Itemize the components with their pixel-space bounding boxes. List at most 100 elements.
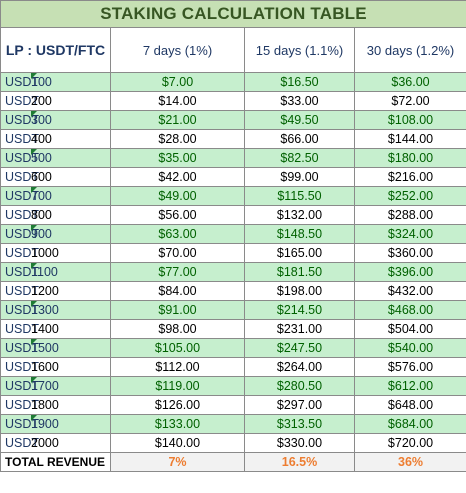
reward-15-days[interactable]: $198.00 xyxy=(244,281,355,301)
reward-7-days[interactable]: $84.00 xyxy=(110,281,245,301)
reward-7-days[interactable]: $21.00 xyxy=(110,110,245,130)
reward-30-days[interactable]: $252.00 xyxy=(353,186,466,206)
reward-7-days[interactable]: $98.00 xyxy=(110,319,245,339)
reward-15-days[interactable]: $214.50 xyxy=(244,300,355,320)
reward-30-days[interactable]: $432.00 xyxy=(353,281,466,301)
currency-label: USDT xyxy=(5,360,40,374)
reward-30-days[interactable]: $360.00 xyxy=(353,243,466,263)
reward-30-days[interactable]: $648.00 xyxy=(353,395,466,415)
number-as-text-indicator-icon xyxy=(31,111,37,117)
header-15-days[interactable]: 15 days (1.1%) xyxy=(244,27,355,73)
reward-7-days[interactable]: $77.00 xyxy=(110,262,245,282)
reward-15-days[interactable]: $165.00 xyxy=(244,243,355,263)
reward-15-days[interactable]: $66.00 xyxy=(244,129,355,149)
reward-15-days[interactable]: $33.00 xyxy=(244,91,355,111)
reward-7-days[interactable]: $49.00 xyxy=(110,186,245,206)
header-7-days[interactable]: 7 days (1%) xyxy=(110,27,245,73)
reward-15-days[interactable]: $99.00 xyxy=(244,167,355,187)
lp-amount-cell[interactable]: USDT100 xyxy=(0,72,111,92)
reward-15-days[interactable]: $115.50 xyxy=(244,186,355,206)
lp-amount-cell[interactable]: USDT1800 xyxy=(0,395,111,415)
reward-30-days[interactable]: $720.00 xyxy=(353,433,466,453)
reward-30-days[interactable]: $72.00 xyxy=(353,91,466,111)
lp-amount-cell[interactable]: USDT200 xyxy=(0,91,111,111)
header-30-days[interactable]: 30 days (1.2%) xyxy=(353,27,466,73)
total-revenue-row: TOTAL REVENUE 7% 16.5% 36% xyxy=(0,452,466,472)
reward-15-days[interactable]: $132.00 xyxy=(244,205,355,225)
lp-amount-cell[interactable]: USDT2000 xyxy=(0,433,111,453)
reward-15-days[interactable]: $297.00 xyxy=(244,395,355,415)
table-title[interactable]: STAKING CALCULATION TABLE xyxy=(0,0,466,28)
header-lp[interactable]: LP : USDT/FTC xyxy=(0,27,111,73)
reward-15-days[interactable]: $49.50 xyxy=(244,110,355,130)
lp-amount-cell[interactable]: USDT600 xyxy=(0,167,111,187)
reward-7-days[interactable]: $91.00 xyxy=(110,300,245,320)
lp-amount-cell[interactable]: USDT1000 xyxy=(0,243,111,263)
lp-amount: 400 xyxy=(31,132,52,146)
lp-amount-cell[interactable]: USDT500 xyxy=(0,148,111,168)
reward-30-days[interactable]: $180.00 xyxy=(353,148,466,168)
lp-amount-cell[interactable]: USDT800 xyxy=(0,205,111,225)
lp-amount-cell[interactable]: USDT1700 xyxy=(0,376,111,396)
reward-30-days[interactable]: $576.00 xyxy=(353,357,466,377)
total-revenue-15-days[interactable]: 16.5% xyxy=(244,452,355,472)
reward-7-days[interactable]: $119.00 xyxy=(110,376,245,396)
reward-7-days[interactable]: $112.00 xyxy=(110,357,245,377)
reward-7-days[interactable]: $126.00 xyxy=(110,395,245,415)
total-revenue-label[interactable]: TOTAL REVENUE xyxy=(0,452,111,472)
lp-amount-cell[interactable]: USDT1200 xyxy=(0,281,111,301)
reward-30-days[interactable]: $216.00 xyxy=(353,167,466,187)
reward-30-days[interactable]: $108.00 xyxy=(353,110,466,130)
lp-amount-cell[interactable]: USDT1400 xyxy=(0,319,111,339)
reward-15-days[interactable]: $181.50 xyxy=(244,262,355,282)
reward-15-days[interactable]: $280.50 xyxy=(244,376,355,396)
number-as-text-indicator-icon xyxy=(31,415,37,421)
reward-15-days[interactable]: $330.00 xyxy=(244,433,355,453)
number-as-text-indicator-icon xyxy=(31,187,37,193)
reward-15-days[interactable]: $82.50 xyxy=(244,148,355,168)
reward-7-days[interactable]: $35.00 xyxy=(110,148,245,168)
reward-30-days[interactable]: $36.00 xyxy=(353,72,466,92)
lp-amount: 1400 xyxy=(31,322,59,336)
reward-15-days[interactable]: $148.50 xyxy=(244,224,355,244)
table-row: USDT1000 $70.00 $165.00 $360.00 xyxy=(0,243,466,263)
reward-7-days[interactable]: $28.00 xyxy=(110,129,245,149)
lp-amount-cell[interactable]: USDT1500 xyxy=(0,338,111,358)
table-row: USDT700 $49.00 $115.50 $252.00 xyxy=(0,186,466,206)
lp-amount-cell[interactable]: USDT900 xyxy=(0,224,111,244)
reward-30-days[interactable]: $540.00 xyxy=(353,338,466,358)
lp-amount-cell[interactable]: USDT1300 xyxy=(0,300,111,320)
reward-7-days[interactable]: $105.00 xyxy=(110,338,245,358)
lp-amount-cell[interactable]: USDT300 xyxy=(0,110,111,130)
reward-15-days[interactable]: $16.50 xyxy=(244,72,355,92)
reward-30-days[interactable]: $612.00 xyxy=(353,376,466,396)
reward-7-days[interactable]: $7.00 xyxy=(110,72,245,92)
reward-7-days[interactable]: $14.00 xyxy=(110,91,245,111)
reward-30-days[interactable]: $288.00 xyxy=(353,205,466,225)
lp-amount: 1200 xyxy=(31,284,59,298)
reward-7-days[interactable]: $70.00 xyxy=(110,243,245,263)
lp-amount: 1500 xyxy=(31,341,59,355)
reward-30-days[interactable]: $468.00 xyxy=(353,300,466,320)
reward-15-days[interactable]: $264.00 xyxy=(244,357,355,377)
reward-30-days[interactable]: $144.00 xyxy=(353,129,466,149)
lp-amount-cell[interactable]: USDT1900 xyxy=(0,414,111,434)
reward-7-days[interactable]: $133.00 xyxy=(110,414,245,434)
lp-amount-cell[interactable]: USDT400 xyxy=(0,129,111,149)
reward-7-days[interactable]: $140.00 xyxy=(110,433,245,453)
reward-30-days[interactable]: $324.00 xyxy=(353,224,466,244)
reward-30-days[interactable]: $396.00 xyxy=(353,262,466,282)
reward-7-days[interactable]: $56.00 xyxy=(110,205,245,225)
reward-15-days[interactable]: $313.50 xyxy=(244,414,355,434)
reward-30-days[interactable]: $684.00 xyxy=(353,414,466,434)
lp-amount-cell[interactable]: USDT1100 xyxy=(0,262,111,282)
reward-15-days[interactable]: $231.00 xyxy=(244,319,355,339)
lp-amount-cell[interactable]: USDT1600 xyxy=(0,357,111,377)
reward-7-days[interactable]: $42.00 xyxy=(110,167,245,187)
lp-amount-cell[interactable]: USDT700 xyxy=(0,186,111,206)
total-revenue-30-days[interactable]: 36% xyxy=(353,452,466,472)
reward-30-days[interactable]: $504.00 xyxy=(353,319,466,339)
reward-15-days[interactable]: $247.50 xyxy=(244,338,355,358)
reward-7-days[interactable]: $63.00 xyxy=(110,224,245,244)
total-revenue-7-days[interactable]: 7% xyxy=(110,452,245,472)
